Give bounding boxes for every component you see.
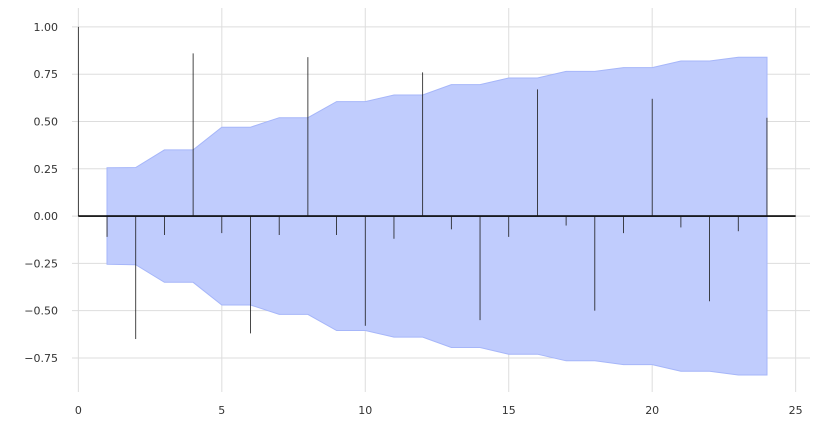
acf-stems — [77, 26, 768, 340]
y-tick-label: 0.75 — [34, 68, 59, 81]
x-tick-label: 5 — [218, 404, 225, 417]
x-tick-label: 20 — [645, 404, 659, 417]
x-tick-label: 10 — [358, 404, 372, 417]
x-axis-ticks: 0 5 10 15 20 25 — [75, 404, 803, 417]
y-tick-label: −0.50 — [24, 305, 58, 318]
y-axis-ticks: −0.75 −0.50 −0.25 0.00 0.25 0.50 0.75 1.00 — [24, 21, 58, 365]
x-tick-label: 25 — [789, 404, 803, 417]
y-tick-label: 0.00 — [34, 210, 59, 223]
y-tick-label: −0.25 — [24, 257, 58, 270]
x-tick-label: 15 — [502, 404, 516, 417]
y-tick-label: 1.00 — [34, 21, 59, 34]
y-tick-label: 0.50 — [34, 115, 59, 128]
y-tick-label: −0.75 — [24, 352, 58, 365]
y-tick-label: 0.25 — [34, 163, 59, 176]
x-tick-label: 0 — [75, 404, 82, 417]
